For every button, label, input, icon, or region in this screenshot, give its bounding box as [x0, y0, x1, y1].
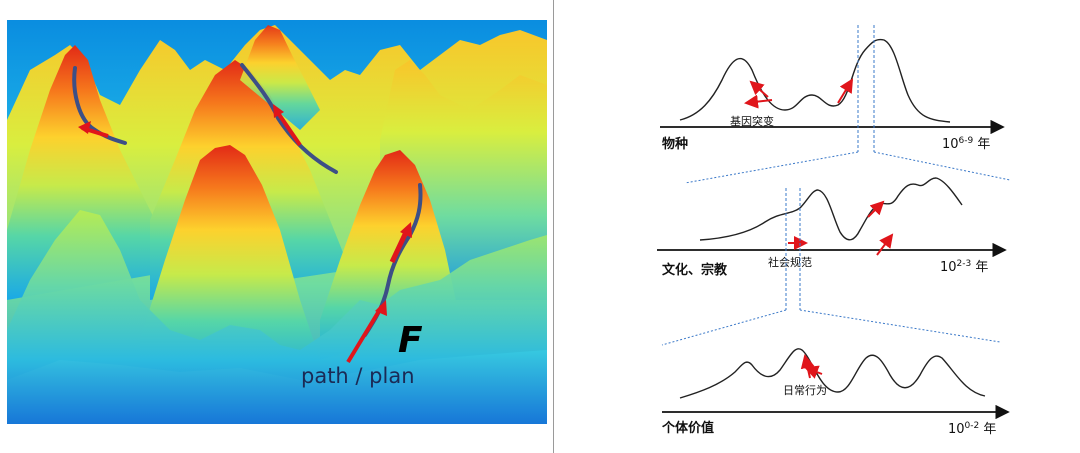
individual-label: 个体价值 [661, 420, 714, 436]
culture-label: 文化、宗教 [662, 262, 728, 278]
individual-annotation: 日常行为 [783, 384, 827, 397]
species-arrow-2 [744, 94, 773, 109]
connector-2-right [799, 309, 1001, 343]
trajectory-arrowhead-1 [78, 121, 91, 134]
connector-1-right [873, 151, 1011, 181]
mountain-peak-3 [240, 25, 320, 130]
species-label: 物种 [662, 136, 688, 152]
connector-2-left [661, 309, 787, 346]
trajectory-path-2 [240, 63, 338, 174]
trajectory-arrowhead-3b [375, 300, 387, 316]
culture-unit: 102-3 年 [940, 259, 988, 275]
valley-floor [7, 350, 547, 424]
culture-arrow-3 [876, 233, 894, 256]
trajectory-arrow-2 [274, 108, 302, 147]
species-arrow-3 [837, 78, 854, 104]
fitness-landscape: F path / plan [7, 20, 547, 424]
species-fitness-curve [679, 38, 951, 123]
f-label: F [398, 320, 423, 361]
culture-fitness-curve [699, 177, 963, 241]
path-plan-label: path / plan [301, 364, 415, 388]
trajectory-arrowhead-3a [400, 222, 412, 238]
culture-arrow-2 [867, 200, 885, 218]
multi-scale-diagram: 物种 106-9 年 基因突变 文化、宗教 102-3 年 社会规范 个体价值 … [657, 25, 1011, 437]
panel-divider [553, 0, 554, 453]
individual-fitness-curve [679, 348, 986, 399]
individual-unit: 100-2 年 [948, 421, 996, 437]
trajectory-arrowhead-2 [273, 104, 284, 118]
mountain-peak-5 [140, 145, 320, 380]
species-arrow-1 [749, 80, 769, 98]
mountain-peak-1 [7, 45, 180, 300]
species-unit: 106-9 年 [942, 136, 990, 152]
individual-arrow-2 [800, 354, 815, 379]
connector-1-left [684, 151, 859, 184]
trajectory-arrow-3b [346, 304, 384, 364]
culture-annotation: 社会规范 [768, 255, 812, 269]
species-annotation: 基因突变 [730, 114, 774, 128]
